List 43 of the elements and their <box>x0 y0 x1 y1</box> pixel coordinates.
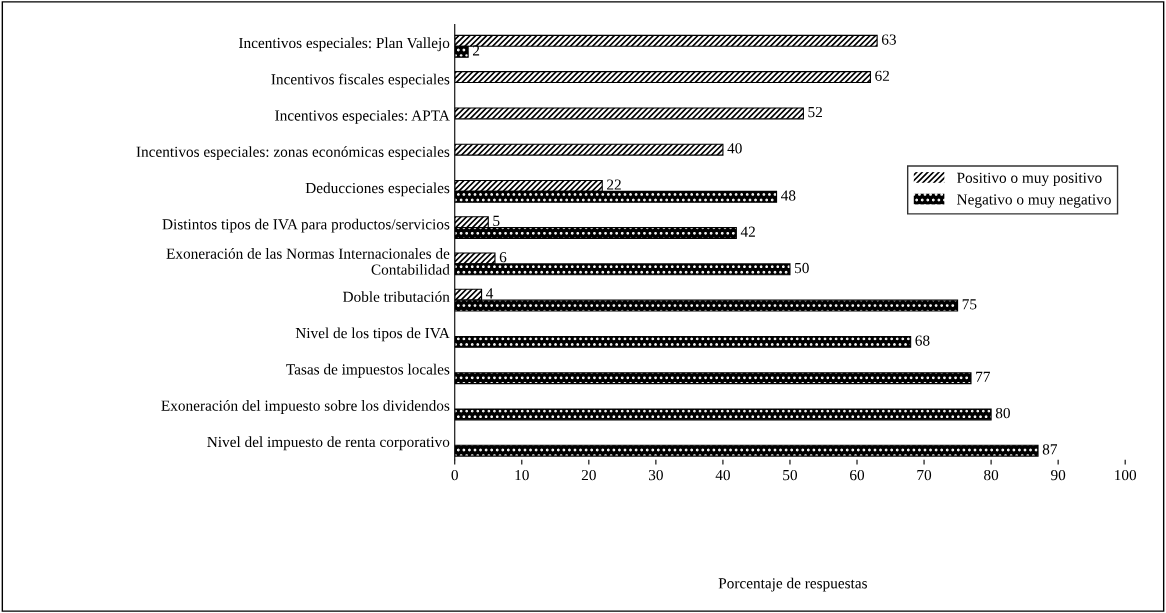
data-label: 80 <box>995 407 1010 419</box>
y-tick-label: Incentivos especiales: Plan Vallejo <box>238 37 450 52</box>
x-tick-label: 80 <box>984 469 999 481</box>
x-tick-label: 70 <box>917 469 932 481</box>
legend-label: Positivo o muy positivo <box>957 172 1102 187</box>
x-tick-label: 20 <box>581 469 596 481</box>
x-tick-label: 90 <box>1051 469 1066 481</box>
x-tick-label: 40 <box>715 469 730 481</box>
y-tick-label: Incentivos especiales: zonas económicas especiales <box>136 146 450 161</box>
data-label: 48 <box>781 190 796 201</box>
data-label: 5 <box>493 215 500 227</box>
y-tick-label: Incentivos especiales: APTA <box>275 109 450 124</box>
data-label: 40 <box>727 143 742 154</box>
y-tick-label: Nivel del impuesto de renta corporativo <box>207 436 450 451</box>
x-tick-label: 0 <box>451 469 458 481</box>
x-tick-label: 30 <box>648 469 663 481</box>
data-label: 77 <box>976 371 990 382</box>
y-tick-label: Exoneración del impuesto sobre los dividendos <box>161 400 450 414</box>
text: Porcentaje de respuestas <box>718 577 867 592</box>
x-tick-label: 60 <box>850 469 865 481</box>
y-tick-label: Exoneración de las Normas Internacionales de Contabilidad <box>166 248 450 275</box>
data-label: 68 <box>915 335 930 346</box>
y-tick-label: Nivel de los tipos de IVA <box>295 327 450 342</box>
data-label: 87 <box>1042 444 1058 455</box>
y-tick-label: Doble tributación <box>342 291 450 302</box>
y-tick-label: Distintos tipos de IVA para productos/servicios <box>162 218 450 233</box>
x-tick-label: 50 <box>783 469 798 481</box>
y-tick-label: Incentivos fiscales especiales <box>271 73 450 88</box>
data-label: 42 <box>740 226 755 237</box>
y-tick-label: Deducciones especiales <box>305 182 450 197</box>
data-label: 50 <box>795 262 809 274</box>
data-label: 2 <box>472 45 480 56</box>
x-tick-label: 10 <box>515 469 529 481</box>
data-label: 62 <box>875 70 890 81</box>
data-label: 22 <box>607 179 621 190</box>
data-label: 6 <box>499 252 507 263</box>
data-label: 63 <box>881 34 896 45</box>
legend-label: Negativo o muy negativo <box>957 194 1111 208</box>
x-tick-label: 100 <box>1115 469 1137 481</box>
data-label: 4 <box>486 288 494 299</box>
data-label: 52 <box>808 106 822 118</box>
y-tick-label: Tasas de impuestos locales <box>286 363 450 378</box>
data-label: 75 <box>962 299 977 310</box>
